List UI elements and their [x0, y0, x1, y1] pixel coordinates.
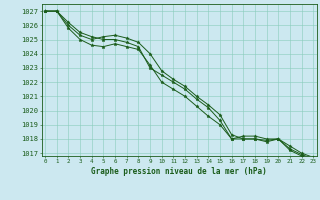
X-axis label: Graphe pression niveau de la mer (hPa): Graphe pression niveau de la mer (hPa) [91, 167, 267, 176]
